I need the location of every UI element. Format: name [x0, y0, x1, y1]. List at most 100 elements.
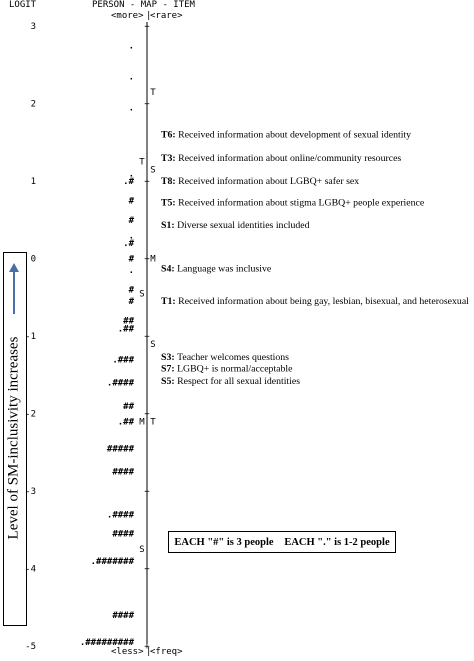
item-code: T3:: [161, 153, 178, 164]
item-text: Language was inclusive: [177, 264, 272, 275]
item-code: S4:: [161, 264, 177, 275]
person-count: .: [129, 169, 134, 179]
less-label: <less>: [111, 647, 144, 657]
item-code: T5:: [161, 198, 178, 209]
item-text: Received information about stigma LGBQ+ …: [178, 198, 425, 209]
item-text: Received information about LGBQ+ safer s…: [178, 176, 359, 187]
person-count: .##: [118, 324, 135, 334]
person-stat-marker: S: [139, 289, 144, 299]
item-label: T1: Received information about being gay…: [161, 296, 469, 307]
item-code: S3:: [161, 352, 177, 363]
tick-label: 2: [31, 100, 36, 110]
person-count: ####: [112, 611, 134, 621]
item-text: Received information about being gay, le…: [178, 296, 469, 307]
person-count: #: [129, 255, 135, 265]
bottom-bar: |: [146, 647, 152, 657]
item-label: S1: Diverse sexual identities included: [161, 220, 310, 231]
tick-plus: +: [144, 410, 150, 420]
person-count: .: [129, 231, 134, 241]
item-label: S7: LGBQ+ is normal/acceptable: [161, 364, 293, 375]
tick-label: 1: [31, 177, 36, 187]
tick-plus: +: [144, 487, 150, 497]
tick-label: -4: [25, 565, 36, 575]
map-header: PERSON - MAP - ITEM: [92, 0, 195, 10]
tick-label: -2: [25, 410, 36, 420]
item-label: T6: Received information about developme…: [161, 130, 411, 141]
item-label: S4: Language was inclusive: [161, 264, 272, 275]
tick-plus: +: [144, 642, 150, 652]
item-stat-marker: T: [150, 88, 156, 98]
chart-legend: EACH "#" is 3 people EACH "." is 1-2 peo…: [168, 531, 396, 553]
tick-plus: +: [144, 177, 150, 187]
item-stat-marker: M: [150, 255, 156, 265]
person-count: .: [129, 41, 134, 51]
item-code: T8:: [161, 176, 178, 187]
person-markers: T S M S: [139, 158, 145, 556]
item-stat-marker: S: [150, 165, 155, 175]
person-count: ####: [112, 468, 134, 478]
freq-label: <freq>: [150, 647, 183, 657]
top-bar: |: [146, 11, 152, 21]
tick-label: 3: [31, 22, 36, 32]
tick-plus: +: [144, 332, 150, 342]
item-text: Respect for all sexual identities: [177, 376, 300, 387]
person-stat-marker: S: [139, 545, 144, 555]
more-label: <more>: [111, 11, 144, 21]
person-count: #: [129, 286, 135, 296]
tick-label: -5: [25, 642, 36, 652]
legend-dot: EACH "." is 1-2 people: [284, 536, 390, 548]
item-label: T3: Received information about online/co…: [161, 153, 401, 164]
item-text: Teacher welcomes questions: [177, 352, 289, 363]
person-count: .: [129, 72, 134, 82]
arrow-icon: [9, 263, 19, 314]
person-stat-marker: M: [139, 417, 145, 427]
y-axis-ticks: +3 +2 +1 +0 + -1 + -2 + -3 + -4 + -5: [25, 22, 150, 652]
item-code: S5:: [161, 376, 177, 387]
person-count: ##: [123, 402, 134, 412]
item-code: T1:: [161, 296, 178, 307]
person-count: .: [129, 266, 134, 276]
person-count: ##: [123, 317, 134, 327]
person-count: .####: [107, 379, 135, 389]
item-code: S1:: [161, 220, 177, 231]
tick-plus: +: [144, 565, 150, 575]
item-text: LGBQ+ is normal/acceptable: [177, 364, 293, 375]
person-count: .###: [112, 355, 134, 365]
legend-hash: EACH "#" is 3 people: [174, 536, 274, 548]
item-label: T5: Received information about stigma LG…: [161, 198, 425, 209]
person-count: .#: [123, 239, 134, 249]
person-count: ####: [112, 530, 134, 540]
item-labels: T6: Received information about developme…: [161, 130, 469, 387]
tick-label: 0: [31, 255, 36, 265]
person-count: .####: [107, 510, 135, 520]
logit-header: LOGIT: [9, 0, 37, 10]
tick-label: -1: [25, 332, 36, 342]
tick-plus: +: [144, 100, 150, 110]
item-code: S7:: [161, 364, 177, 375]
person-count: .#: [123, 177, 134, 187]
y-axis-label-box: [3, 252, 27, 626]
tick-plus: +: [144, 22, 150, 32]
item-code: T6:: [161, 130, 178, 141]
item-stat-marker: T: [150, 417, 156, 427]
tick-plus: +: [144, 255, 150, 265]
item-text: Received information about development o…: [178, 130, 411, 141]
rare-label: <rare>: [150, 11, 183, 21]
item-label: S5: Respect for all sexual identities: [161, 376, 300, 387]
person-count: #####: [107, 444, 135, 454]
person-distribution: .....###..##.####.##.###.######.########…: [80, 41, 135, 648]
person-stat-marker: T: [139, 158, 145, 168]
person-count: .#######: [91, 557, 135, 567]
person-count: #: [129, 297, 135, 307]
person-count: .: [129, 103, 134, 113]
person-count: #: [129, 196, 135, 206]
tick-label: -3: [25, 487, 36, 497]
item-text: Received information about online/commun…: [178, 153, 401, 164]
item-label: S3: Teacher welcomes questions: [161, 352, 289, 363]
item-stat-marker: S: [150, 340, 155, 350]
y-axis-label: Level of SM-inclusivity increases: [5, 336, 22, 540]
item-markers: T S M S T: [150, 88, 156, 427]
person-count: #: [129, 216, 135, 226]
person-count: .##: [118, 417, 135, 427]
